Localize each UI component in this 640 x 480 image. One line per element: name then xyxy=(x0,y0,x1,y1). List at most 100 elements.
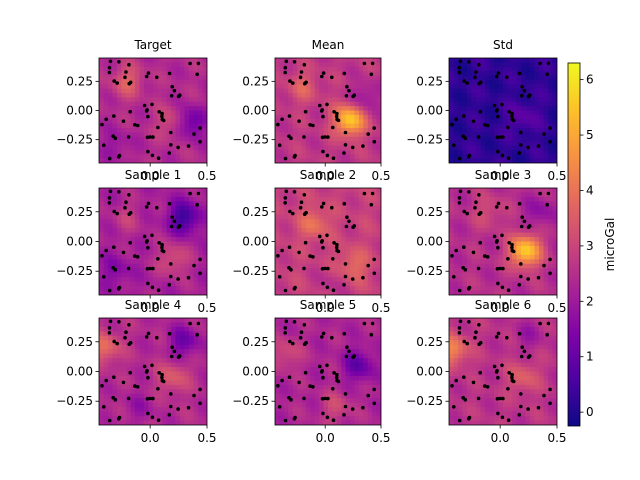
field-cell xyxy=(552,123,557,129)
field-cell xyxy=(530,228,536,234)
field-cell xyxy=(180,398,186,404)
field-cell xyxy=(548,123,554,129)
field-cell xyxy=(494,201,500,207)
field-cell xyxy=(135,371,141,377)
field-cell xyxy=(462,97,468,103)
field-cell xyxy=(297,219,303,225)
field-cell xyxy=(480,154,486,160)
field-cell xyxy=(99,241,105,247)
field-cell xyxy=(153,318,159,324)
field-cell xyxy=(354,196,360,202)
field-cell xyxy=(275,106,281,112)
field-cell xyxy=(354,132,360,138)
field-cell xyxy=(323,272,329,278)
field-cell xyxy=(193,196,199,202)
panel-title: Sample 3 xyxy=(475,168,531,182)
field-cell xyxy=(467,114,473,120)
field-cell xyxy=(288,358,294,364)
field-cell xyxy=(323,318,329,324)
field-cell xyxy=(336,58,342,63)
field-cell xyxy=(376,192,381,198)
field-cell xyxy=(376,88,381,94)
field-cell xyxy=(175,210,181,216)
field-cell xyxy=(345,254,351,260)
field-cell xyxy=(336,128,342,133)
field-cell xyxy=(328,371,334,377)
field-cell xyxy=(503,201,509,207)
field-cell xyxy=(157,196,163,202)
station-point xyxy=(198,139,202,144)
field-cell xyxy=(449,66,455,72)
field-cell xyxy=(171,398,177,404)
field-cell xyxy=(180,241,186,247)
station-point xyxy=(186,144,191,148)
station-point xyxy=(511,118,516,123)
field-cell xyxy=(180,232,186,238)
station-point xyxy=(287,245,292,249)
field-cell xyxy=(341,205,347,211)
field-cell xyxy=(503,241,509,247)
field-cell xyxy=(112,62,118,68)
field-cell xyxy=(548,110,554,116)
field-cell xyxy=(283,263,289,269)
field-cell xyxy=(184,219,190,225)
field-cell xyxy=(166,228,172,234)
station-point xyxy=(280,117,284,122)
field-cell xyxy=(193,58,199,63)
x-tick-label: 0.0 xyxy=(491,169,510,183)
field-cell xyxy=(350,237,356,243)
field-cell xyxy=(153,353,159,359)
field-cell xyxy=(301,420,307,425)
field-cell xyxy=(310,245,316,252)
field-cell xyxy=(354,136,360,142)
field-cell xyxy=(354,210,360,216)
station-point xyxy=(500,102,504,107)
field-cell xyxy=(148,290,154,295)
field-cell xyxy=(135,188,141,194)
field-cell xyxy=(449,281,455,287)
field-cell xyxy=(476,141,482,147)
field-cell xyxy=(489,219,495,225)
field-cell xyxy=(328,123,334,129)
field-cell xyxy=(485,268,491,274)
field-cell xyxy=(103,123,109,129)
field-cell xyxy=(305,205,311,211)
field-cell xyxy=(462,205,468,211)
field-cell xyxy=(103,97,109,103)
field-cell xyxy=(314,358,320,364)
field-cell xyxy=(319,384,325,390)
field-cell xyxy=(543,188,549,194)
field-cell xyxy=(310,110,316,116)
field-cell xyxy=(288,158,294,163)
field-cell xyxy=(175,272,181,278)
x-tick-label: 0.0 xyxy=(316,169,335,183)
field-cell xyxy=(193,411,199,417)
field-cell xyxy=(503,210,509,216)
field-cell xyxy=(171,411,177,417)
field-cell xyxy=(166,101,172,107)
field-cell xyxy=(297,223,303,229)
field-cell xyxy=(279,93,285,98)
field-cell xyxy=(162,71,168,77)
field-cell xyxy=(462,88,468,94)
field-cell xyxy=(503,219,509,225)
field-cell xyxy=(153,232,159,238)
field-cell xyxy=(305,58,311,63)
field-cell xyxy=(297,114,303,120)
field-cell xyxy=(297,290,303,295)
field-cell xyxy=(512,71,518,77)
field-cell xyxy=(471,62,477,68)
field-cell xyxy=(471,272,477,278)
field-cell xyxy=(534,93,540,98)
field-cell xyxy=(117,214,123,220)
field-cell xyxy=(157,367,163,373)
station-point xyxy=(146,375,150,380)
field-cell xyxy=(539,219,545,225)
field-cell xyxy=(480,119,486,125)
field-cell xyxy=(112,250,118,256)
field-cell xyxy=(462,254,468,260)
field-cell xyxy=(180,145,186,151)
field-cell xyxy=(516,136,522,142)
field-cell xyxy=(121,196,127,202)
field-cell xyxy=(530,106,536,112)
